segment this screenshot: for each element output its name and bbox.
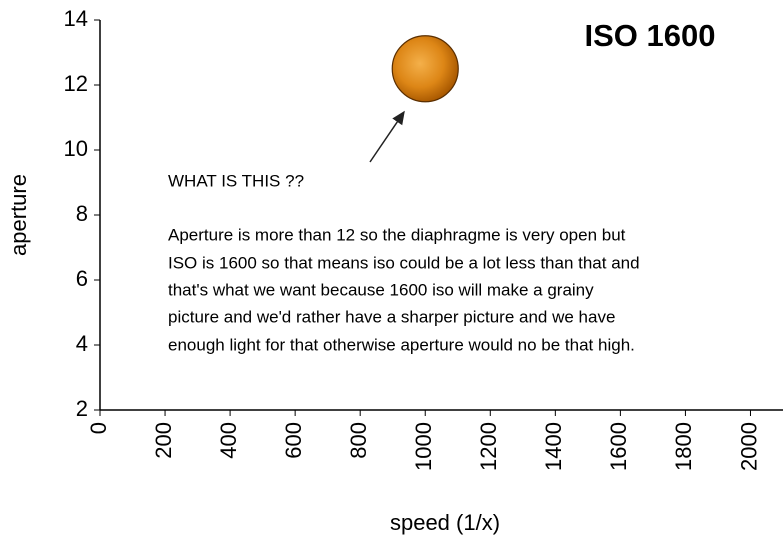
chart-title: ISO 1600 bbox=[585, 18, 716, 53]
x-tick-label: 1400 bbox=[541, 422, 566, 471]
x-tick-label: 800 bbox=[346, 422, 371, 459]
x-tick-label: 1000 bbox=[411, 422, 436, 471]
x-tick-label: 2000 bbox=[736, 422, 761, 471]
y-tick-label: 4 bbox=[76, 331, 88, 356]
y-tick-label: 8 bbox=[76, 201, 88, 226]
annotation-text: that's what we want because 1600 iso wil… bbox=[168, 280, 594, 299]
x-tick-label: 1200 bbox=[476, 422, 501, 471]
y-tick-label: 2 bbox=[76, 396, 88, 421]
x-tick-label: 1800 bbox=[671, 422, 696, 471]
annotation-arrow bbox=[369, 110, 405, 163]
x-tick-label: 0 bbox=[86, 422, 111, 434]
y-axis-label: aperture bbox=[6, 174, 31, 256]
x-tick-label: 600 bbox=[281, 422, 306, 459]
x-tick-label: 400 bbox=[216, 422, 241, 459]
y-tick-label: 10 bbox=[64, 136, 88, 161]
annotation-text: Aperture is more than 12 so the diaphrag… bbox=[168, 225, 626, 244]
annotation-text: picture and we'd rather have a sharper p… bbox=[168, 307, 615, 326]
y-tick-label: 6 bbox=[76, 266, 88, 291]
x-tick-label: 1600 bbox=[606, 422, 631, 471]
y-tick-label: 14 bbox=[64, 6, 88, 31]
bubble bbox=[391, 35, 459, 103]
annotation-text: ISO is 1600 so that means iso could be a… bbox=[168, 253, 640, 272]
annotation-text: WHAT IS THIS ?? bbox=[168, 171, 304, 190]
x-axis-label: speed (1/x) bbox=[390, 510, 500, 535]
y-tick-label: 12 bbox=[64, 71, 88, 96]
annotation-text: enough light for that otherwise aperture… bbox=[168, 335, 635, 354]
x-tick-label: 200 bbox=[151, 422, 176, 459]
